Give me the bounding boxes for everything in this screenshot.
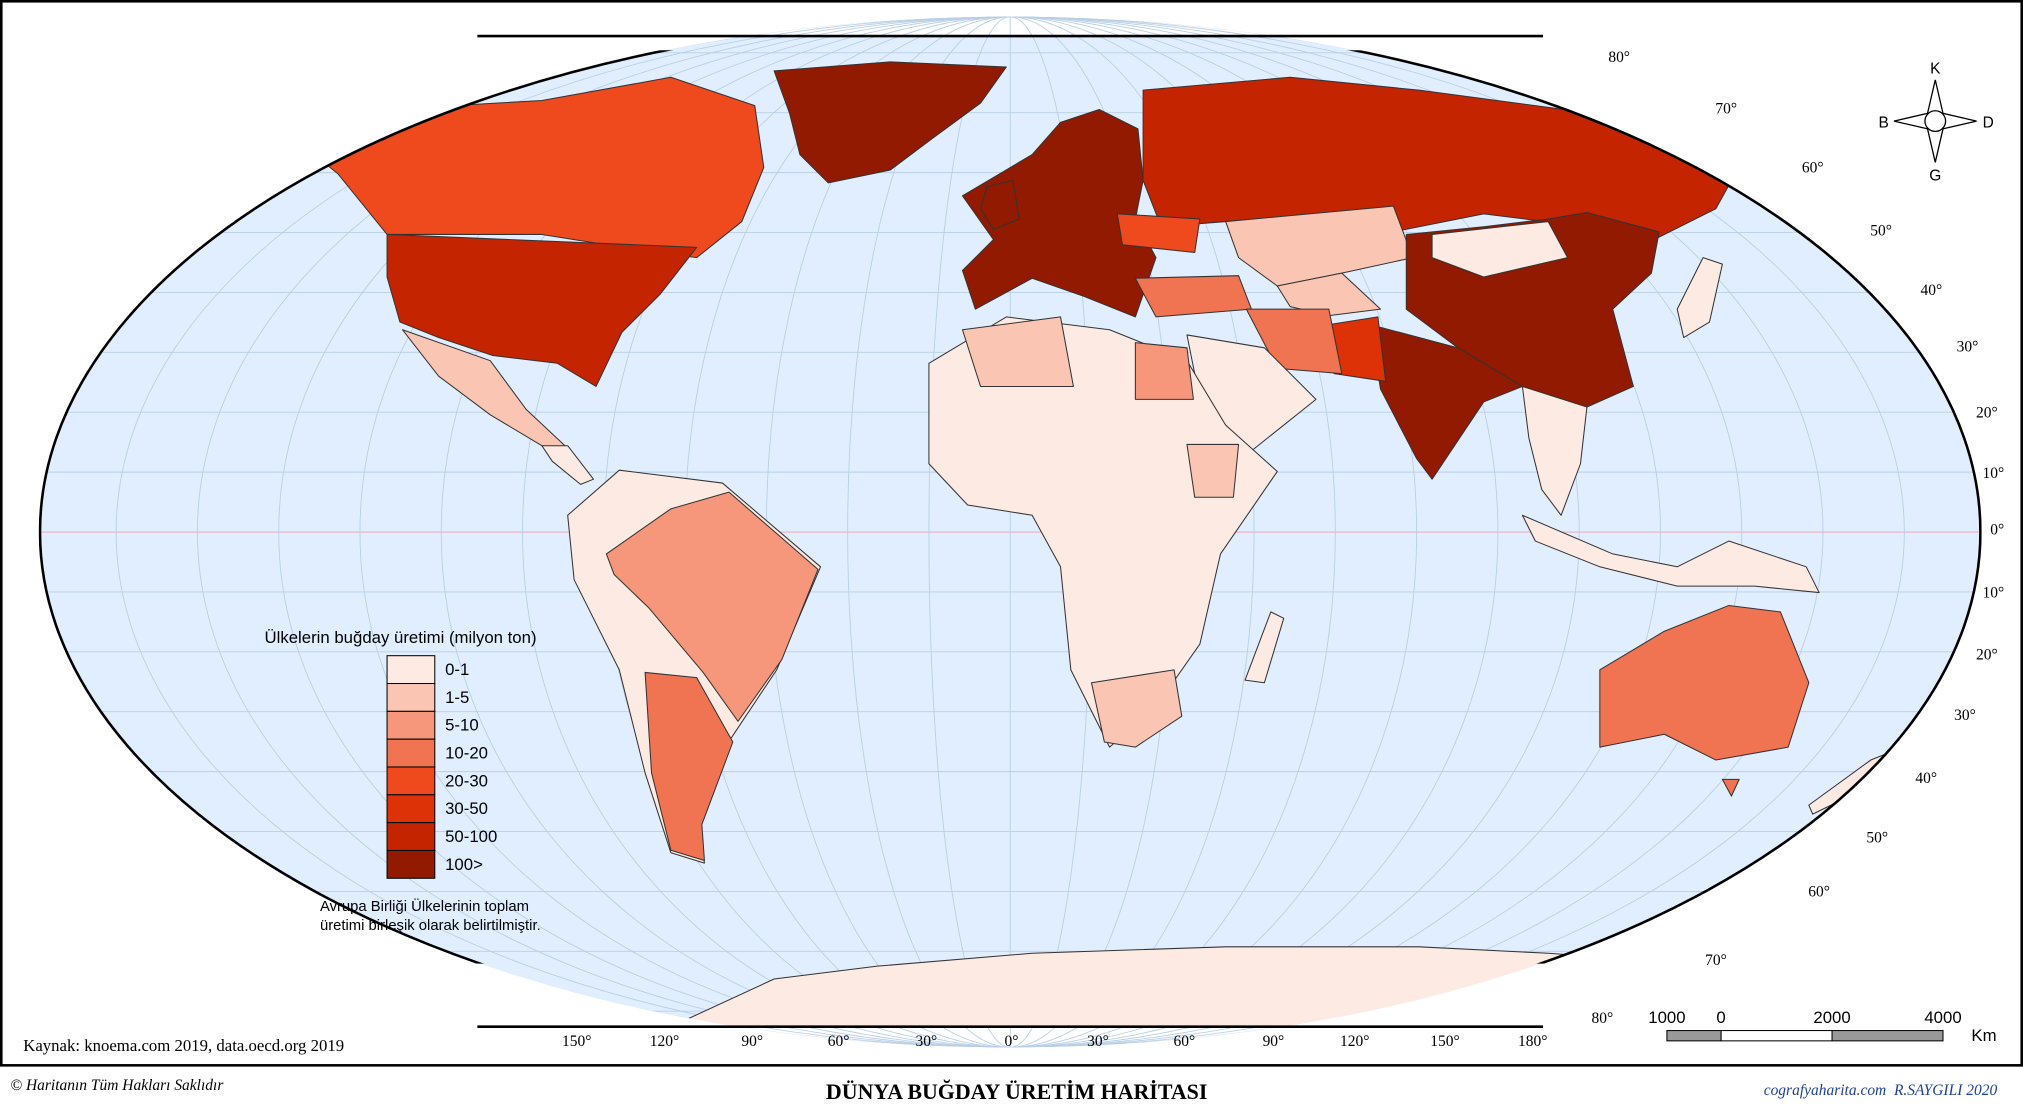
graticule-labels: 80° 70° 60° 50° 40° 30° 20° 10° 0° 10° 20° 30° 40° 50…: [562, 49, 2004, 1050]
ukraine: [1116, 213, 1201, 254]
longitude-label: 90°: [1263, 1033, 1285, 1050]
argentina: [644, 671, 734, 862]
latitude-label: 10°: [1982, 465, 2004, 482]
compass-south: G: [1929, 167, 1941, 184]
meridian: [522, 16, 1499, 1048]
meridian: [115, 16, 1905, 1048]
central-asia: [1276, 272, 1382, 317]
longitude-label: 120°: [1340, 1033, 1369, 1050]
legend-label: 5-10: [445, 716, 479, 735]
scale-label: 4000: [1924, 1008, 1961, 1027]
legend-note: Avrupa Birliği Ülkelerinin toplam: [320, 897, 529, 915]
legend: 0-1 1-5 5-10 10-20 20-30 30-50 50-100 100>: [386, 655, 497, 879]
longitude-label: 60°: [828, 1033, 850, 1050]
latitude-label: 40°: [1921, 282, 1943, 299]
usa: [386, 233, 698, 387]
meridian: [196, 16, 1824, 1048]
meridian: [278, 16, 1743, 1048]
longitude-label: 150°: [1430, 1033, 1459, 1050]
latitude-label: 70°: [1705, 952, 1727, 969]
south-africa: [1090, 669, 1183, 748]
compass-east: D: [1983, 115, 1994, 132]
legend-label: 100>: [445, 855, 483, 874]
credit: cografyaharita.com R.SAYGILI 2020: [1764, 1082, 1998, 1099]
legend-label: 30-50: [445, 799, 488, 818]
source: Kaynak: knoema.com 2019, data.oecd.org 2…: [23, 1036, 344, 1055]
madagascar: [1244, 611, 1285, 684]
legend-label: 10-20: [445, 744, 488, 763]
copyright: © Haritanın Tüm Hakları Saklıdır: [10, 1077, 224, 1094]
legend-label: 20-30: [445, 771, 488, 790]
greenland: [773, 61, 1007, 184]
longitude-label: 150°: [562, 1033, 591, 1050]
longitude-label: 90°: [741, 1033, 763, 1050]
meridian: [440, 16, 1580, 1048]
legend-swatch: [386, 655, 436, 685]
longitude-label: 30°: [1087, 1033, 1109, 1050]
compass-west: B: [1878, 115, 1888, 132]
meridian: [359, 16, 1661, 1048]
latitude-label: 40°: [1915, 770, 1937, 787]
latitude-label: 50°: [1870, 223, 1892, 240]
latitude-label: 20°: [1976, 404, 1998, 421]
japan: [1676, 257, 1723, 339]
legend-swatch: [386, 849, 436, 879]
longitude-label: 60°: [1174, 1033, 1196, 1050]
scale-label: 0: [1716, 1008, 1725, 1027]
egypt: [1134, 342, 1194, 400]
mongolia: [1431, 221, 1569, 278]
legend-swatch: [386, 683, 436, 712]
longitude-label: 180°: [1518, 1033, 1547, 1050]
latitude-label: 60°: [1808, 884, 1830, 901]
latitude-label: 10°: [1982, 585, 2004, 602]
central-america: [541, 445, 594, 485]
legend-swatch: [386, 710, 436, 740]
india: [1369, 324, 1523, 480]
europe: [961, 108, 1157, 318]
turkey: [1134, 275, 1252, 318]
title: DÜNYA BUĞDAY ÜRETİM HARİTASI: [826, 1079, 1207, 1104]
latitude-label: 70°: [1715, 100, 1737, 117]
scale-label: 2000: [1813, 1008, 1850, 1027]
indonesia: [1521, 514, 1820, 594]
legend-note: üretimi birleşik olarak belirtilmiştir.: [320, 918, 541, 934]
tasmania: [1721, 778, 1740, 797]
legend-swatch: [386, 766, 436, 796]
legend-label: 50-100: [445, 827, 497, 846]
latitude-label: 30°: [1957, 339, 1979, 356]
latitude-label: 0°: [1990, 522, 2004, 539]
compass: K B D G: [1878, 60, 1993, 184]
latitude-label: 50°: [1866, 829, 1888, 846]
legend-swatch: [386, 794, 436, 824]
longitude-label: 0°: [1005, 1033, 1019, 1050]
southeast-asia: [1521, 385, 1588, 516]
uk: [980, 179, 1020, 230]
iran: [1245, 308, 1343, 375]
latitude-label: 30°: [1954, 707, 1976, 724]
latitude-label: 60°: [1802, 160, 1824, 177]
latitude-label: 80°: [1608, 49, 1630, 66]
latitude-label: 80°: [1592, 1010, 1614, 1027]
legend-title: Ülkelerin buğday üretimi (milyon ton): [264, 628, 536, 647]
legend-label: 1-5: [445, 688, 469, 707]
legend-swatch: [386, 738, 436, 768]
legend-label: 0-1: [445, 660, 469, 679]
latitude-label: 20°: [1976, 647, 1998, 664]
scale-unit: Km: [1971, 1026, 1996, 1045]
scale-bar: 1000 0 2000 4000 Km: [1648, 1008, 1996, 1045]
ethiopia: [1186, 443, 1240, 498]
australia: [1599, 604, 1810, 761]
longitude-label: 120°: [650, 1033, 679, 1050]
longitude-label: 30°: [916, 1033, 938, 1050]
north-africa: [961, 316, 1074, 387]
brazil: [605, 491, 819, 722]
legend-swatch: [386, 822, 436, 851]
scale-label: 1000: [1648, 1008, 1685, 1027]
compass-north: K: [1930, 60, 1941, 77]
